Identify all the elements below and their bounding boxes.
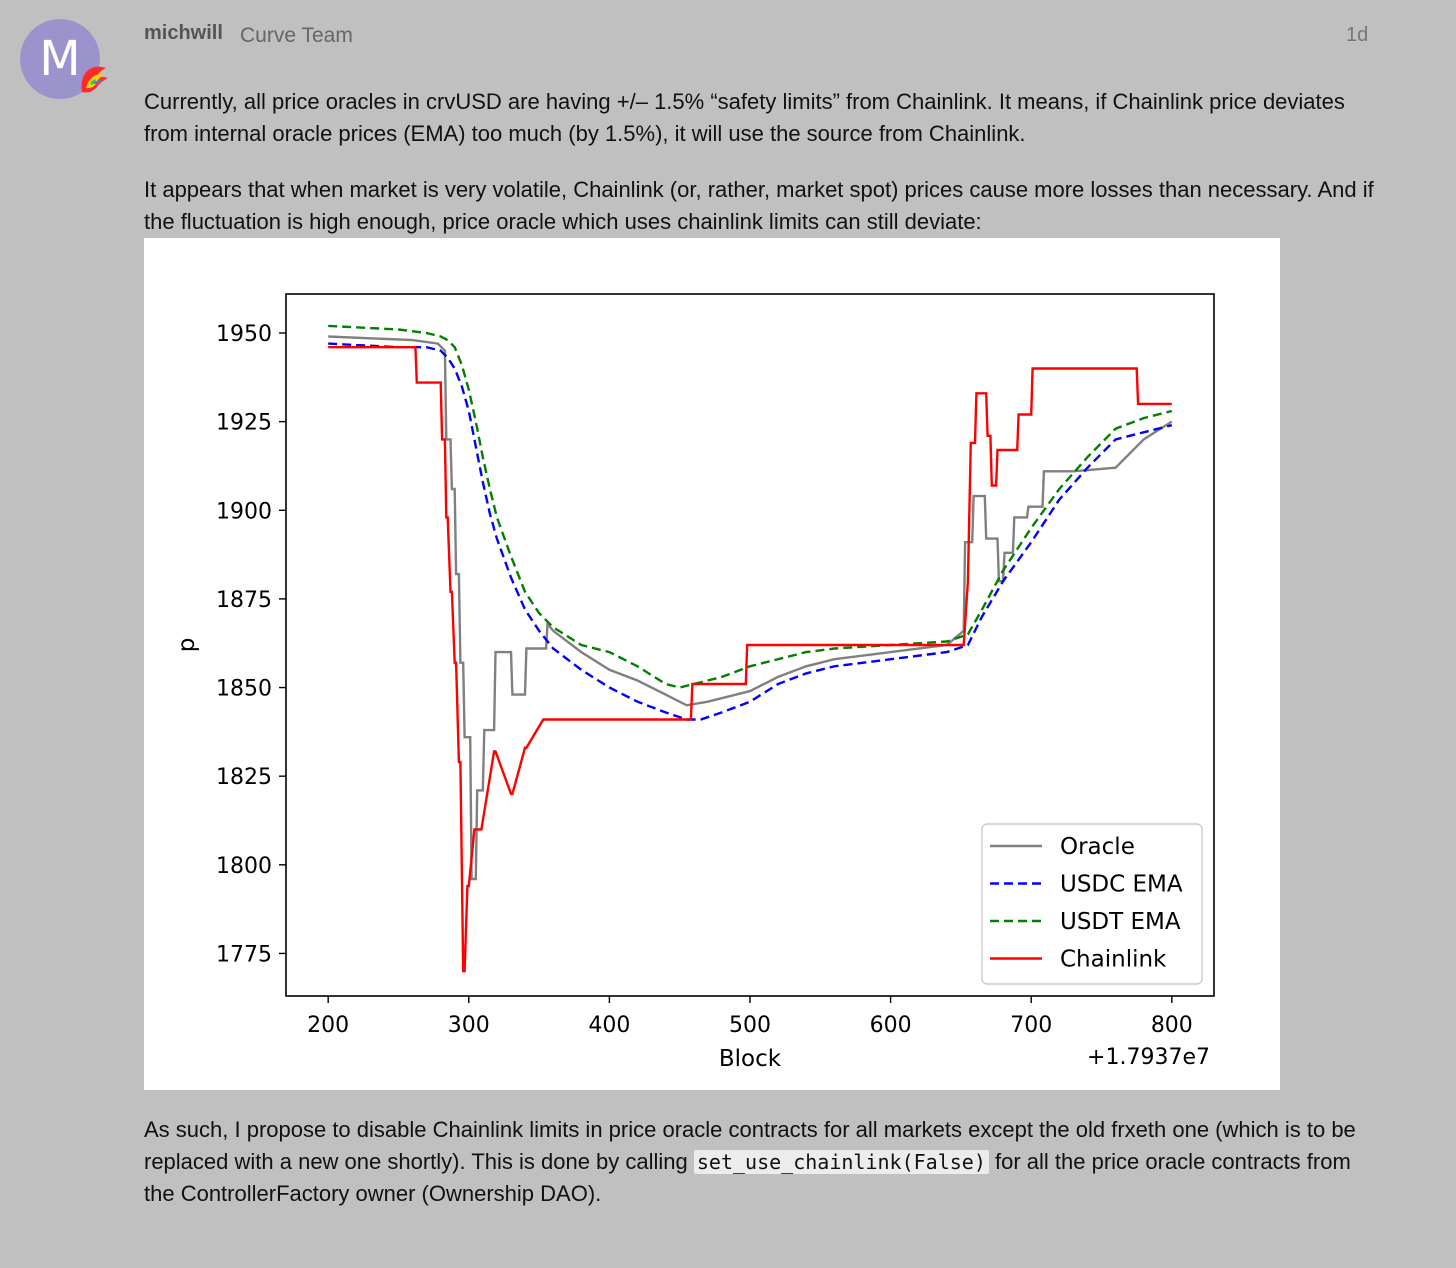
series-line-usdt-ema xyxy=(328,324,1173,689)
y-tick-label: 1775 xyxy=(216,942,272,967)
series-line-oracle xyxy=(328,335,1173,881)
x-tick-label: 600 xyxy=(870,1013,912,1038)
x-tick-label: 400 xyxy=(588,1013,630,1038)
legend-label: USDC EMA xyxy=(1060,872,1183,898)
y-tick-label: 1825 xyxy=(216,765,272,790)
post-paragraph-1: Currently, all price oracles in crvUSD a… xyxy=(144,89,1345,146)
legend-label: Oracle xyxy=(1060,834,1135,860)
y-tick-label: 1900 xyxy=(216,499,272,524)
x-tick-label: 200 xyxy=(307,1013,349,1038)
x-tick-label: 700 xyxy=(1010,1013,1052,1038)
x-tick-label: 300 xyxy=(448,1013,490,1038)
y-tick-label: 1925 xyxy=(216,411,272,436)
x-axis-label: Block xyxy=(719,1046,782,1072)
legend-box xyxy=(981,823,1203,985)
post-paragraph-3: As such, I propose to disable Chainlink … xyxy=(144,1114,1384,1210)
x-offset-label: +1.7937e7 xyxy=(1087,1045,1210,1070)
y-tick-label: 1800 xyxy=(216,854,272,879)
paragraph-3-text-after: for all the price oracle contracts from … xyxy=(144,1149,1351,1206)
username[interactable]: michwill xyxy=(144,22,223,44)
series-line-usdc-ema xyxy=(328,342,1173,721)
y-axis-label: p xyxy=(174,638,200,653)
series-line-chainlink xyxy=(328,345,1172,973)
y-tick-label: 1850 xyxy=(216,677,272,702)
curve-logo-icon xyxy=(81,66,108,93)
user-title: Curve Team xyxy=(240,24,353,47)
x-tick-label: 500 xyxy=(729,1013,771,1038)
inline-code: set_use_chainlink(False) xyxy=(693,1150,989,1174)
price-chart[interactable]: 200 300 400 500 600 700 800 1775 1800 1825 1850 187… xyxy=(144,238,1280,1090)
y-tick-label: 1950 xyxy=(216,322,272,347)
post-paragraph-2: It appears that when market is very vola… xyxy=(144,177,1374,234)
y-tick-label: 1875 xyxy=(216,588,272,613)
price-chart-svg: 200 300 400 500 600 700 800 1775 1800 1825 1850 187… xyxy=(174,293,1215,1072)
legend-label: Chainlink xyxy=(1060,947,1167,973)
legend-label: USDT EMA xyxy=(1060,909,1181,935)
post-date[interactable]: 1d xyxy=(1346,24,1369,46)
x-tick-label: 800 xyxy=(1151,1013,1193,1038)
avatar[interactable]: M xyxy=(20,19,100,99)
paragraph-3-text-before: As such, I propose to disable Chainlink … xyxy=(144,1117,1356,1174)
